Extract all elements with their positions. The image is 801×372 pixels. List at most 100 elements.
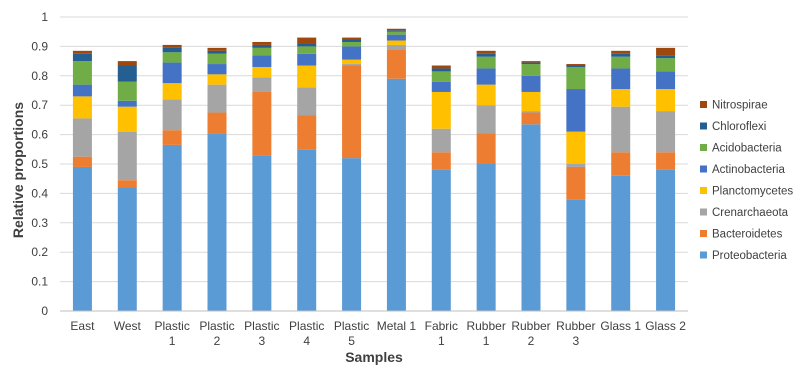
bar-segment: [611, 89, 631, 107]
bar-segment: [297, 53, 317, 66]
bar-segment: [72, 61, 92, 85]
legend-label: Actinobacteria: [712, 164, 785, 176]
bar-segment: [207, 64, 227, 75]
bar-segment: [476, 68, 496, 85]
bar-segment: [521, 111, 541, 113]
y-tick-label: 0.4: [31, 186, 48, 200]
bar-segment: [566, 199, 586, 311]
bar-segment: [611, 175, 631, 311]
bar-segment: [342, 64, 362, 66]
x-tick-label: 3: [259, 334, 266, 348]
bar-segment: [207, 50, 227, 54]
y-tick-label: 0.8: [31, 69, 48, 83]
x-tick-label: Plastic: [154, 319, 189, 333]
legend-swatch: [700, 165, 707, 173]
legend: Nitrospirae Chloroflexi Acidobacteria Actin…: [700, 100, 793, 262]
bar-segment: [162, 99, 182, 131]
x-tick-label: Rubber: [466, 319, 505, 333]
bar-segment: [297, 115, 317, 150]
x-tick-label: 4: [303, 334, 310, 348]
bar-segment: [611, 56, 631, 69]
bar-segment: [252, 44, 272, 48]
bar-segment: [342, 39, 362, 42]
bar-segment: [72, 166, 92, 311]
bar-segment: [386, 34, 406, 41]
bar-segment: [611, 50, 631, 54]
x-tick-label: Plastic: [244, 319, 279, 333]
x-tick-label: Plastic: [289, 319, 324, 333]
bar-segment: [297, 37, 317, 44]
legend-label: Nitrospirae: [712, 100, 768, 112]
bar-segment: [656, 47, 676, 56]
bar-segment: [656, 169, 676, 311]
x-tick-label: 1: [169, 334, 176, 348]
x-tick-label: 1: [483, 334, 490, 348]
bar-segment: [297, 65, 317, 88]
bar-segment: [207, 84, 227, 113]
y-tick-label: 0.5: [31, 157, 48, 171]
legend-label: Planctomycetes: [712, 186, 793, 198]
bar-segment: [72, 50, 92, 54]
bar-segment: [117, 81, 137, 101]
bar-segment: [656, 55, 676, 59]
bar-segment: [566, 64, 586, 66]
x-tick-label: Glass 2: [645, 319, 686, 333]
bar-segment: [386, 28, 406, 31]
bar-segment: [386, 30, 406, 32]
bar-segment: [342, 46, 362, 60]
bar-segment: [566, 89, 586, 132]
bar-segment: [611, 68, 631, 90]
bar-segment: [207, 133, 227, 311]
bar-segment: [476, 133, 496, 164]
bar-segment: [611, 106, 631, 153]
bar-segment: [117, 180, 137, 188]
legend-swatch: [700, 230, 707, 237]
bar-segment: [252, 77, 272, 92]
x-tick-label: 1: [438, 334, 445, 348]
bar-segment: [207, 74, 227, 85]
bar-segment: [252, 66, 272, 78]
bar-segment: [386, 49, 406, 79]
gridlines: [60, 16, 688, 283]
bar-segment: [431, 71, 451, 82]
bar-segment: [72, 53, 92, 62]
bar-segment: [386, 40, 406, 45]
x-tick-label: Rubber: [556, 319, 595, 333]
bar-segment: [117, 100, 137, 107]
bar-segment: [386, 31, 406, 35]
bar-segment: [162, 130, 182, 145]
bar-segment: [162, 62, 182, 84]
bar-segment: [252, 41, 272, 45]
bar-segment: [566, 66, 586, 90]
bar-segment: [72, 84, 92, 97]
bar-segment: [521, 64, 541, 76]
y-tick-label: 0.1: [31, 275, 48, 289]
axes: 0 0.1 0.2 0.3 0.4 0.5 0.6 0.7 0.8 0.9 1 East West Pla…: [31, 10, 688, 348]
bar-segment: [611, 53, 631, 57]
bar-segment: [342, 158, 362, 311]
bar-segment: [252, 47, 272, 56]
y-tick-label: 1: [41, 10, 48, 24]
bar-segment: [297, 87, 317, 116]
bar-segment: [656, 89, 676, 112]
bar-segment: [207, 112, 227, 134]
y-tick-label: 0.6: [31, 128, 48, 142]
bar-segment: [297, 43, 317, 47]
bar-segment: [476, 84, 496, 106]
bar-segment: [117, 106, 137, 132]
bar-segment: [656, 58, 676, 72]
bar-segment: [162, 44, 182, 48]
bar-segment: [252, 155, 272, 311]
bar-segment: [566, 164, 586, 167]
bar-segment: [431, 128, 451, 153]
bar-segment: [431, 169, 451, 311]
bar-segment: [162, 47, 182, 53]
bar-segment: [342, 41, 362, 47]
legend-label: Crenarchaeota: [712, 207, 789, 219]
x-tick-label: West: [114, 319, 142, 333]
bar-segment: [656, 71, 676, 90]
legend-label: Bacteroidetes: [712, 229, 783, 241]
bar-segment: [476, 105, 496, 134]
bar-segment: [566, 166, 586, 200]
